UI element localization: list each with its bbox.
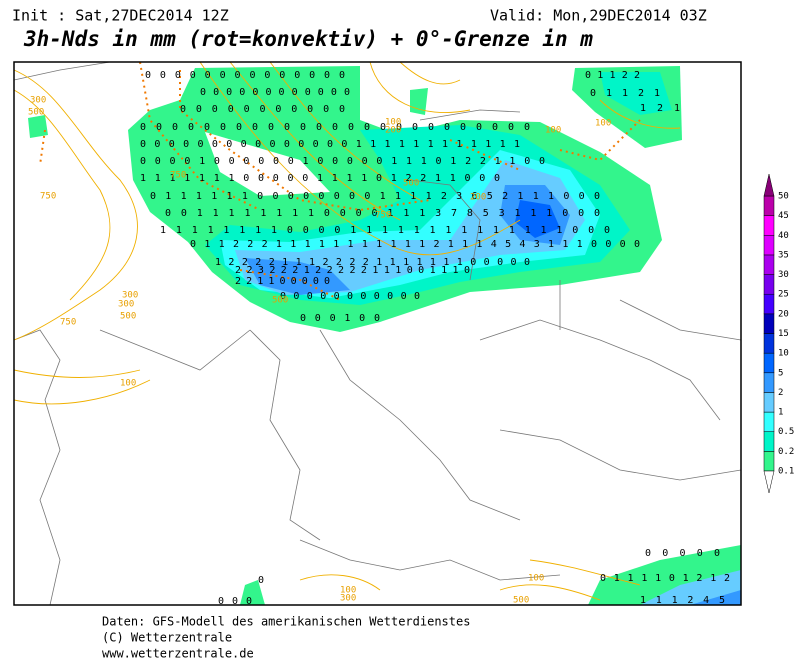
precip-value-row: 1 2 2 2 2 1 1 1 2 2 2 2 1 1 1 1 1 1 1 0 … [215, 257, 530, 268]
contour-label: 300 [118, 300, 134, 310]
precip-value-row: 0 0 0 0 0 0 0 0 0 0 0 [280, 291, 420, 302]
precip-value-row: 0 0 0 1 0 0 [300, 313, 380, 324]
contour-label: 300 [30, 96, 46, 106]
country-border [13, 61, 742, 606]
valid-time: Valid: Mon,29DEC2014 03Z [490, 7, 707, 25]
contour-label: 100 [595, 119, 611, 129]
precip-value-row: 0 0 0 0 0 [645, 548, 720, 559]
legend-swatch [763, 274, 775, 295]
precip-value-row: 1 1 1 2 4 5 [640, 595, 725, 606]
footer-line: www.wetterzentrale.de [102, 647, 254, 661]
precip-area [235, 160, 585, 295]
legend-swatch [763, 451, 775, 472]
contour-label: 300 [340, 594, 356, 604]
contour-label: 500 [403, 179, 419, 189]
precip-value-row: 0 1 1 1 1 0 1 2 1 2 [600, 573, 730, 584]
precip-value-row: 0 0 0 0 1 0 0 0 0 0 0 1 0 0 0 0 0 1 1 1 … [140, 156, 545, 167]
contour-label: 200 [385, 126, 401, 136]
legend-label: 25 [778, 290, 789, 300]
precip-value-row: 0 0 0 0 0 0 0 0 0 0 0 0 [200, 87, 350, 98]
contour-label: 100 [120, 379, 136, 389]
contour-label: 750 [170, 171, 186, 181]
contour-label: 500 [120, 312, 136, 322]
legend-swatch [763, 195, 775, 216]
precip-value-row: 0 0 1 1 1 1 1 1 1 1 0 0 0 0 1 1 1 3 7 8 … [165, 208, 600, 219]
precip-value-row: 0 1 1 2 2 [585, 70, 640, 81]
legend-swatch [763, 411, 775, 432]
precip-value-row: 0 0 0 0 0 0 0 0 0 0 0 0 0 0 [145, 70, 345, 81]
legend-swatch [763, 293, 775, 315]
legend-swatch [763, 254, 775, 275]
precip-area [515, 200, 560, 238]
precip-area [240, 580, 265, 605]
contour-label: 300 [122, 291, 138, 301]
legend-swatch [763, 333, 775, 354]
contour-label: 100 [528, 574, 544, 584]
legend-label: 30 [778, 270, 789, 280]
precip-value-row: 0 [258, 575, 264, 586]
contour-label: 200 [470, 193, 486, 203]
legend-label: 50 [778, 192, 789, 202]
precip-value-row: 2 2 1 1 0 0 0 0 0 [235, 276, 330, 287]
precip-area [690, 590, 741, 605]
precip-value-row: 0 0 0 [218, 596, 252, 607]
precip-value-row: 0 1 1 2 1 [590, 88, 660, 99]
legend-label: 0.2 [778, 447, 794, 457]
precip-value-row: 1 2 1 [640, 103, 680, 114]
legend-swatch [763, 372, 775, 393]
legend-label: 5 [778, 368, 783, 378]
legend-label: 35 [778, 250, 789, 260]
legend-label: 10 [778, 349, 789, 359]
legend-label: 45 [778, 211, 789, 221]
convective-contour [39, 61, 641, 301]
precip-value-row: 0 0 0 0 0 0 0 0 0 0 0 0 0 0 0 1 1 1 1 1 … [140, 139, 520, 150]
legend-label: 15 [778, 329, 789, 339]
precip-area [640, 570, 741, 605]
legend-label: 40 [778, 231, 789, 241]
contour-label: 750 [40, 192, 56, 202]
contour-label: 100 [340, 586, 356, 596]
legend-swatch [763, 392, 775, 413]
legend-label: 20 [778, 309, 789, 319]
init-time: Init : Sat,27DEC2014 12Z [12, 7, 229, 25]
legend-label: 0.5 [778, 427, 794, 437]
contour-label: 500 [28, 108, 44, 118]
footer-line: (C) Wetterzentrale [102, 631, 232, 645]
legend-label: 0.1 [778, 467, 794, 477]
precip-value-row: 2 2 3 2 2 2 1 2 2 2 2 2 1 1 1 0 0 1 1 1 … [235, 265, 470, 276]
footer-line: Daten: GFS-Modell des amerikanischen Wet… [102, 615, 470, 629]
contour-label: 500 [513, 596, 529, 606]
precip-value-row: 0 0 0 0 0 0 0 0 0 0 0 [180, 104, 345, 115]
precip-area [600, 72, 672, 115]
precip-value-row: 0 1 1 2 2 2 1 1 1 1 1 1 1 1 1 1 1 2 1 1 … [190, 239, 640, 250]
contour-label: 100 [545, 126, 561, 136]
precip-values: 0 0 0 0 0 0 0 0 0 0 0 0 0 0 0 0 0 0 0 0 0… [140, 70, 730, 607]
legend-swatch [763, 431, 775, 452]
contour-label: 750 [375, 211, 391, 221]
map-title: 3h-Nds in mm (rot=konvektiv) + 0°-Grenze… [23, 27, 593, 51]
dry-patch [205, 132, 330, 196]
legend-swatch [763, 352, 775, 374]
contour-label: 100 [385, 118, 401, 128]
precip-value-row: 1 1 1 1 1 1 1 1 0 0 0 0 1 1 1 1 1 1 1 1 … [160, 225, 610, 236]
legend-swatch [763, 215, 775, 236]
map: 0 0 0 0 0 0 0 0 0 0 0 0 0 0 0 0 0 0 0 0 0… [13, 61, 742, 607]
legend-label: 2 [778, 388, 783, 398]
contour-label: 750 [60, 318, 76, 328]
freezing-level-contour [13, 61, 681, 601]
precip-area [245, 185, 570, 295]
legend-swatch [763, 235, 775, 256]
precip-value-row: 0 1 1 1 1 1 1 0 0 0 0 0 0 0 0 1 1 1 1 2 … [150, 191, 600, 202]
legend-swatch [763, 313, 775, 334]
map-frame [13, 61, 742, 606]
precip-value-row: 0 0 0 0 0 0 0 0 0 0 0 0 0 0 0 0 0 0 0 0 … [140, 122, 530, 133]
contour-label: 500 [272, 296, 288, 306]
legend-label: 1 [778, 408, 783, 418]
legend-arrow-low [763, 470, 775, 494]
legend-arrow-high [763, 173, 775, 197]
precip-value-row: 1 1 1 1 1 1 1 0 0 0 0 0 1 1 1 1 0 1 2 2 … [140, 173, 500, 184]
